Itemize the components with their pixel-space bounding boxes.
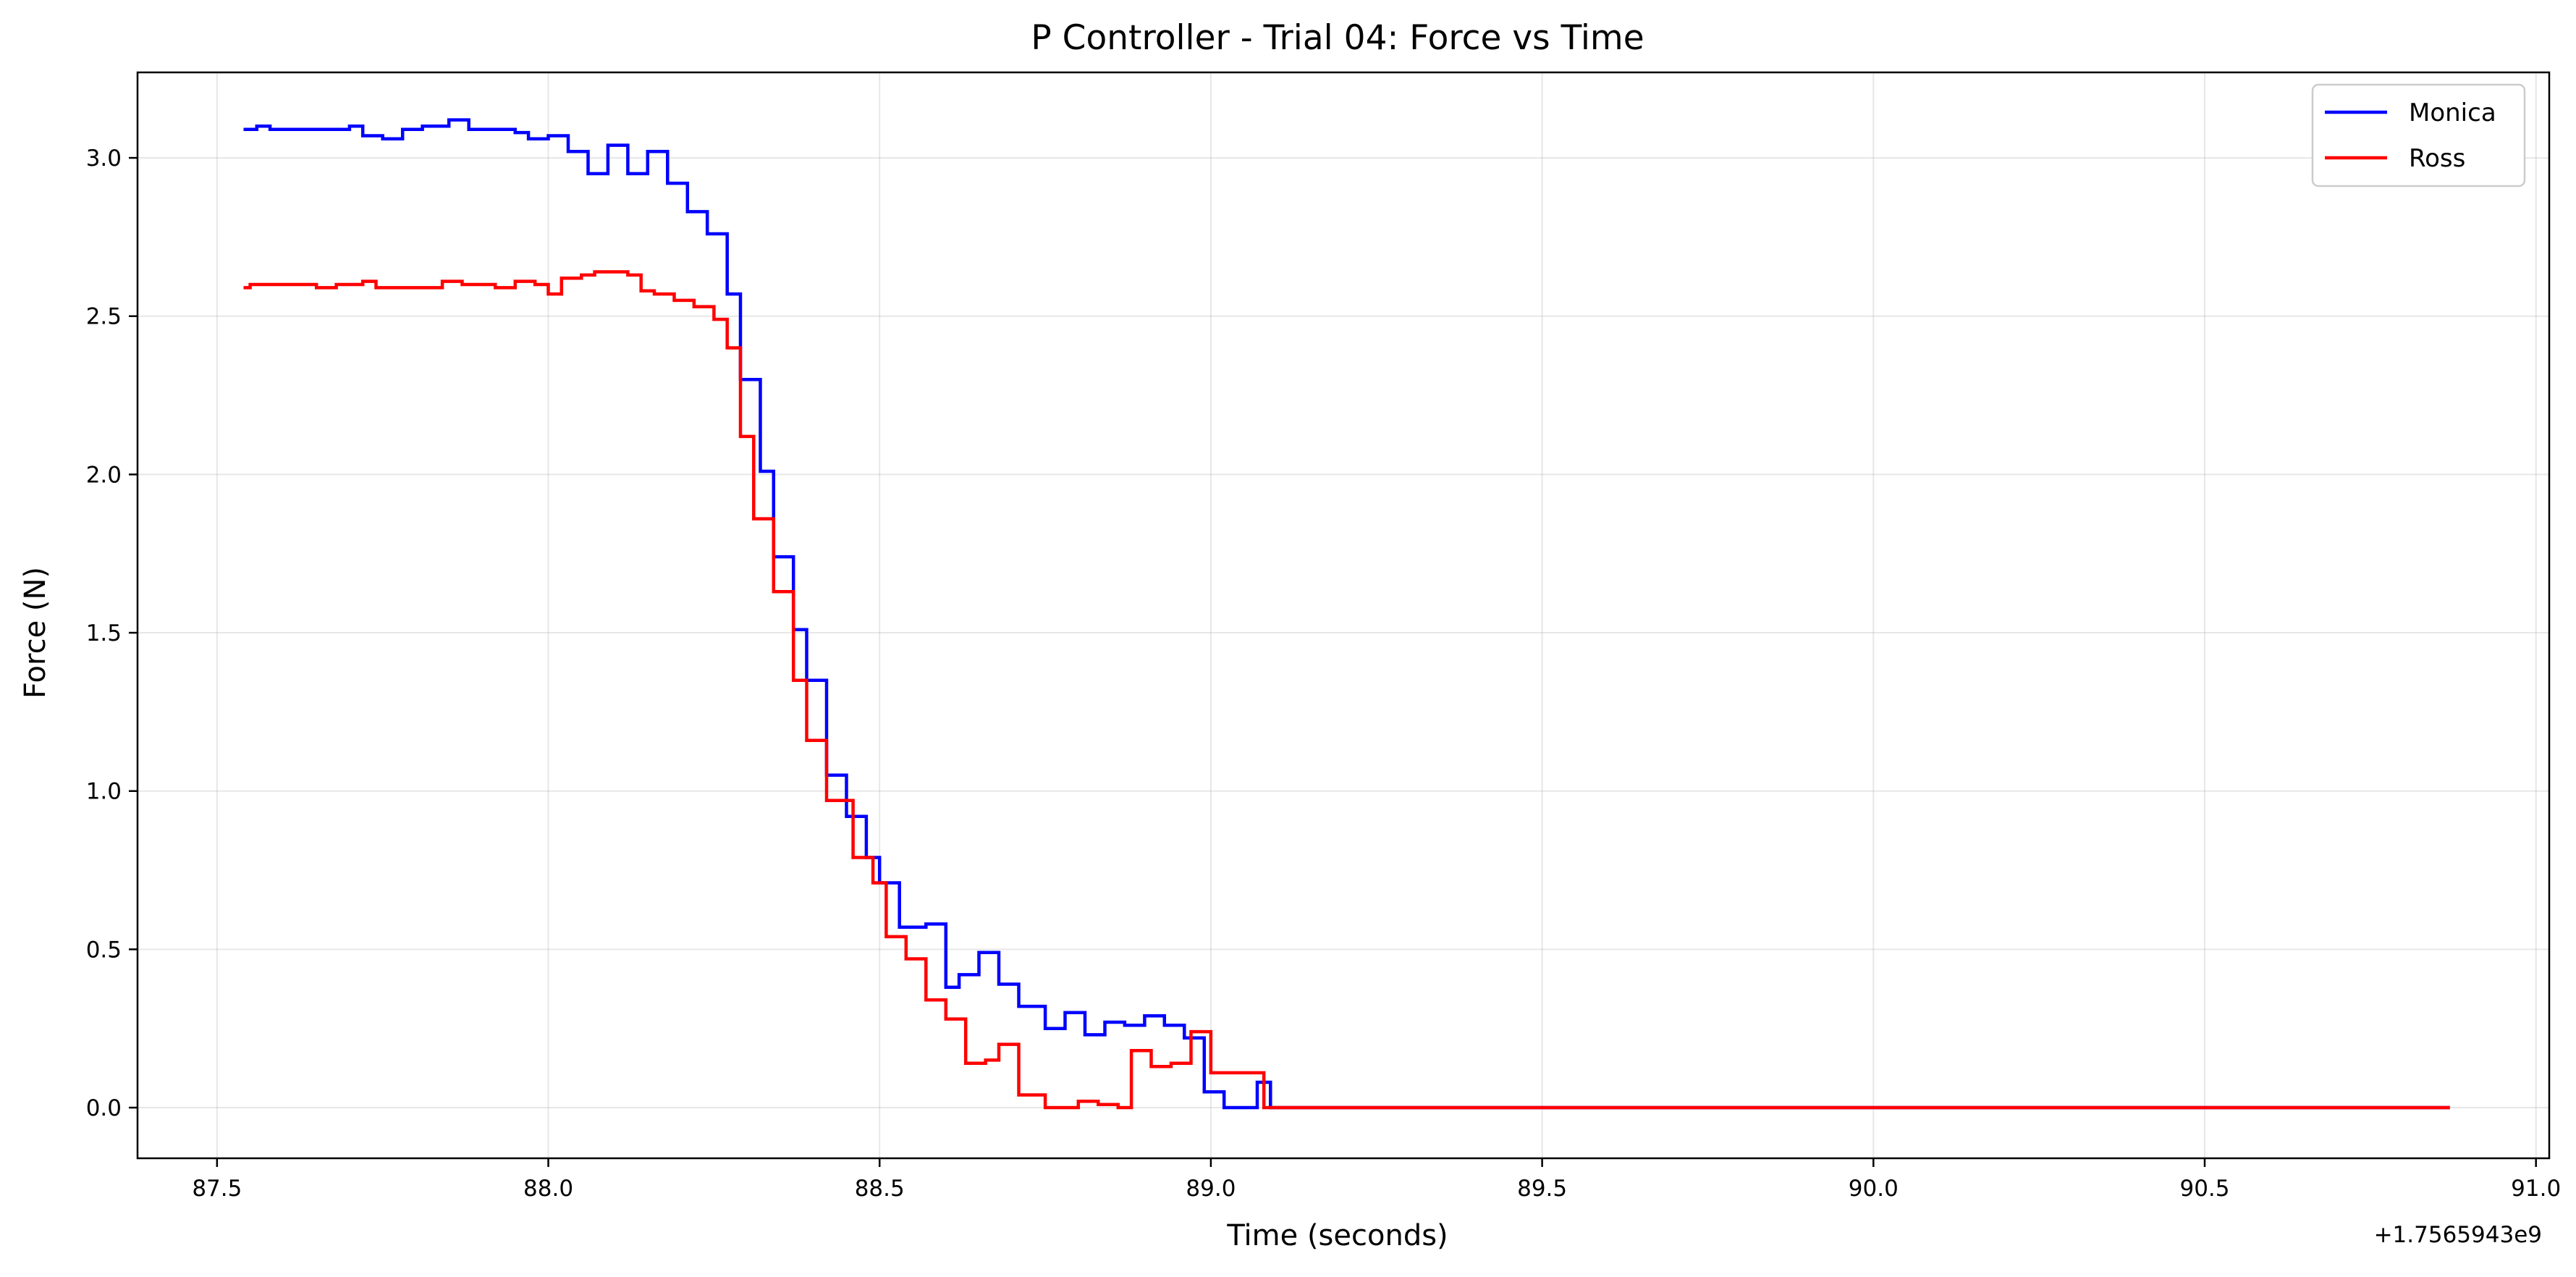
x-axis-label: Time (seconds)	[1226, 1219, 1448, 1252]
x-axis-offset-label: +1.7565943e9	[2374, 1222, 2542, 1248]
legend-label-ross: Ross	[2409, 144, 2465, 173]
plot-area-frame	[136, 71, 2551, 1160]
x-tick-label: 91.0	[2511, 1176, 2561, 1202]
x-tick-label: 88.0	[523, 1176, 573, 1202]
chart-title: P Controller - Trial 04: Force vs Time	[1031, 18, 1644, 58]
series-line-monica	[243, 118, 2450, 1110]
y-tick-label: 2.5	[86, 304, 122, 330]
y-axis-ticks: 0.0 0.5 1.0 1.5 2.0 2.5 3.0	[86, 146, 138, 1121]
y-tick-label: 0.5	[86, 937, 122, 963]
x-tick-label: 89.5	[1517, 1176, 1567, 1202]
y-tick-label: 0.0	[86, 1095, 122, 1121]
y-tick-label: 3.0	[86, 146, 122, 172]
y-tick-label: 2.0	[86, 462, 122, 488]
x-tick-label: 87.5	[192, 1176, 242, 1202]
x-tick-label: 90.0	[1849, 1176, 1899, 1202]
y-tick-label: 1.0	[86, 779, 122, 805]
x-tick-label: 90.5	[2179, 1176, 2229, 1202]
x-tick-label: 89.0	[1186, 1176, 1236, 1202]
y-axis-label: Force (N)	[19, 567, 52, 699]
x-axis-ticks: 87.5 88.0 88.5 89.0 89.5 90.0 90.5 91.0	[192, 1158, 2561, 1202]
series-line-ross	[243, 270, 2450, 1110]
plot-series	[243, 118, 2450, 1110]
legend-box	[2311, 83, 2526, 187]
legend: Monica Ross	[2311, 83, 2526, 187]
grid-lines	[138, 72, 2549, 1158]
legend-label-monica: Monica	[2409, 98, 2496, 127]
y-tick-label: 1.5	[86, 620, 122, 646]
x-tick-label: 88.5	[855, 1176, 905, 1202]
